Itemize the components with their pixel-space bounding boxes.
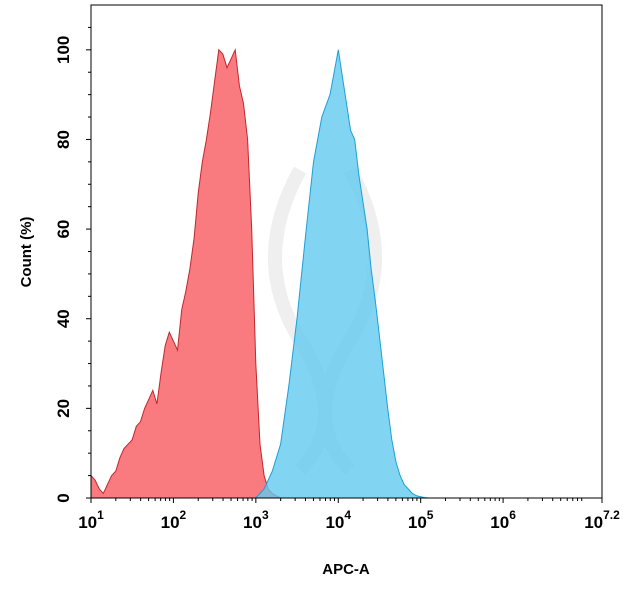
x-tick-label: 107.2 [584, 508, 620, 532]
y-axis-title: Count (%) [18, 217, 35, 288]
y-tick-label: 60 [54, 220, 73, 239]
x-tick-label: 106 [490, 508, 516, 532]
x-tick-label: 101 [78, 508, 104, 532]
x-axis-title: APC-A [322, 561, 370, 578]
x-tick-label: 104 [325, 508, 351, 532]
series-layer [90, 47, 429, 499]
histogram-series-2 [254, 49, 429, 499]
x-tick-label: 102 [161, 508, 187, 532]
y-tick-label: 40 [54, 309, 73, 328]
x-tick-label: 103 [243, 508, 269, 532]
y-tick-label: 20 [54, 399, 73, 418]
ticks-layer: 0 20 40 60 80 100 101 102 103 104 105 106 107.2 [54, 26, 620, 532]
x-tick-label: 105 [408, 508, 434, 532]
y-tick-label: 0 [54, 493, 73, 502]
histogram-series-1 [90, 47, 281, 499]
y-tick-label: 80 [54, 130, 73, 149]
y-tick-label: 100 [54, 36, 73, 64]
